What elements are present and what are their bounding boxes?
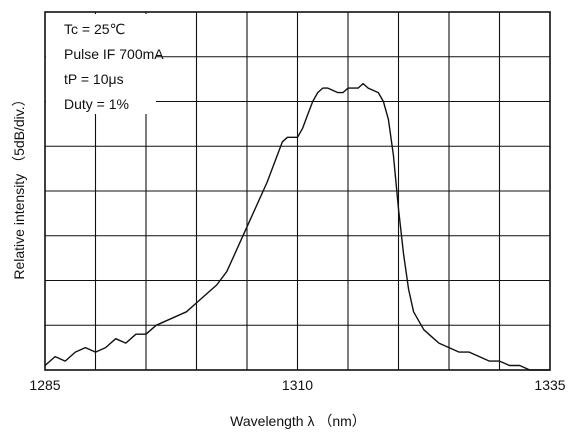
conditions-box-background	[46, 14, 156, 114]
condition-temperature: Tc = 25℃	[64, 21, 125, 37]
x-tick-label: 1335	[534, 377, 565, 393]
spectrum-line	[44, 82, 550, 371]
condition-pulse-current: Pulse IF 700mA	[64, 46, 164, 62]
x-axis-title: Wavelength λ （nm）	[230, 413, 366, 429]
x-tick-label: 1285	[29, 377, 60, 393]
test-conditions: Tc = 25℃ Pulse IF 700mA tP = 10μs Duty =…	[64, 21, 164, 112]
series-layer	[44, 82, 550, 371]
y-axis-title: Relative intensity （5dB/div.）	[11, 92, 27, 279]
condition-pulse-width: tP = 10μs	[64, 71, 124, 87]
x-tick-labels: 1285 1310 1335	[29, 377, 565, 393]
x-tick-label: 1310	[282, 377, 313, 393]
condition-duty: Duty = 1%	[64, 96, 129, 112]
plot-frame	[44, 11, 551, 371]
